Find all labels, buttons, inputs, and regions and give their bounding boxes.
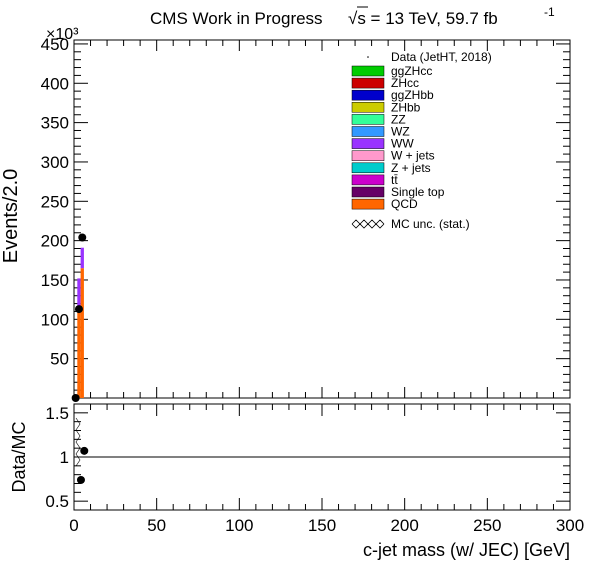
legend-label: ZZ xyxy=(391,112,406,126)
ratio-y-tick-label: 1.5 xyxy=(45,404,69,423)
ratio-plot-panel: Data/MC 0.5 1 1.5 0 50 100 150 200 250 300 c-jet… xyxy=(9,403,584,560)
legend-swatch xyxy=(351,126,385,137)
y-tick-label: 50 xyxy=(50,350,69,369)
data-point xyxy=(74,305,83,314)
y-axis-label: Events/2.0 xyxy=(0,169,22,264)
y-tick-label: 200 xyxy=(41,232,69,251)
legend-label: QCD xyxy=(391,197,418,211)
legend-mc-unc-swatch xyxy=(351,219,385,229)
legend-swatch xyxy=(351,186,385,198)
legend-label: Single top xyxy=(391,185,445,199)
main-y-ticks: 50 100 150 200 250 300 350 400 450 xyxy=(41,35,570,391)
legend-swatch xyxy=(351,198,385,210)
legend-label: ggZHbb xyxy=(391,88,434,102)
ratio-data-point xyxy=(76,475,85,484)
legend-label: ggZHcc xyxy=(391,64,432,78)
legend: Data (JetHT, 2018) ggZHccZHccggZHbbZHbbZ… xyxy=(351,50,492,231)
legend-swatch xyxy=(351,89,385,101)
bar-segment xyxy=(77,278,81,310)
main-plot-panel: Events/2.0 ×10³ 50 100 150 200 250 300 350 400 4… xyxy=(0,26,571,402)
legend-label: ZHbb xyxy=(391,100,421,114)
legend-mc-unc-label: MC unc. (stat.) xyxy=(391,217,470,231)
legend-swatch xyxy=(351,162,385,174)
y-tick-label: 350 xyxy=(41,114,69,133)
y-tick-label: 300 xyxy=(41,153,69,172)
ratio-y-axis-label: Data/MC xyxy=(9,421,29,492)
ratio-mc-unc-band xyxy=(75,417,81,467)
x-axis-label: c-jet mass (w/ JEC) [GeV] xyxy=(363,540,570,560)
ratio-y-ticks: 0.5 1 1.5 xyxy=(45,404,570,511)
ratio-data-point xyxy=(80,446,89,455)
bar-segment xyxy=(80,247,84,269)
y-multiplier: ×10³ xyxy=(46,26,79,43)
x-tick-label: 250 xyxy=(473,516,501,535)
energy-label: √s = 13 TeV, 59.7 fb xyxy=(348,9,498,28)
x-tick-label: 0 xyxy=(69,516,78,535)
legend-label: tt̄ xyxy=(391,173,398,187)
y-tick-label: 150 xyxy=(41,271,69,290)
legend-swatch xyxy=(351,174,385,186)
legend-swatch xyxy=(351,77,385,89)
data-points xyxy=(71,233,87,402)
main-x-ticks xyxy=(73,40,571,398)
legend-data-marker xyxy=(367,56,369,58)
legend-swatch xyxy=(351,150,385,161)
legend-swatch xyxy=(351,138,385,149)
chart-title: CMS Work in Progress xyxy=(150,9,323,28)
x-tick-label: 300 xyxy=(556,516,584,535)
main-plot-frame xyxy=(73,39,571,399)
x-tick-label: 200 xyxy=(390,516,418,535)
legend-label: ZHcc xyxy=(391,76,419,90)
legend-swatch xyxy=(351,65,385,77)
legend-label: WW xyxy=(391,137,414,151)
x-tick-label: 50 xyxy=(147,516,166,535)
data-point xyxy=(71,394,80,402)
bar-segment xyxy=(80,268,84,398)
legend-swatch xyxy=(351,114,385,125)
y-tick-label: 250 xyxy=(41,192,69,211)
bar-segment xyxy=(77,309,81,398)
legend-label: WZ xyxy=(391,125,410,139)
legend-swatch xyxy=(351,102,385,113)
data-point xyxy=(78,233,87,242)
x-tick-label: 150 xyxy=(308,516,336,535)
lumi-exponent: -1 xyxy=(544,5,555,19)
ratio-data-points xyxy=(75,417,89,484)
y-tick-label: 400 xyxy=(41,74,69,93)
legend-label: W + jets xyxy=(391,149,435,163)
y-tick-label: 100 xyxy=(41,310,69,329)
stacked-bars xyxy=(77,247,84,398)
y-tick-label: 450 xyxy=(41,35,69,54)
legend-label: Z + jets xyxy=(391,161,431,175)
ratio-y-tick-label: 0.5 xyxy=(45,492,69,511)
ratio-y-tick-label: 1 xyxy=(60,448,69,467)
legend-data-label: Data (JetHT, 2018) xyxy=(391,50,492,64)
ratio-x-ticks: 0 50 100 150 200 250 300 xyxy=(69,404,584,535)
x-tick-label: 100 xyxy=(225,516,253,535)
